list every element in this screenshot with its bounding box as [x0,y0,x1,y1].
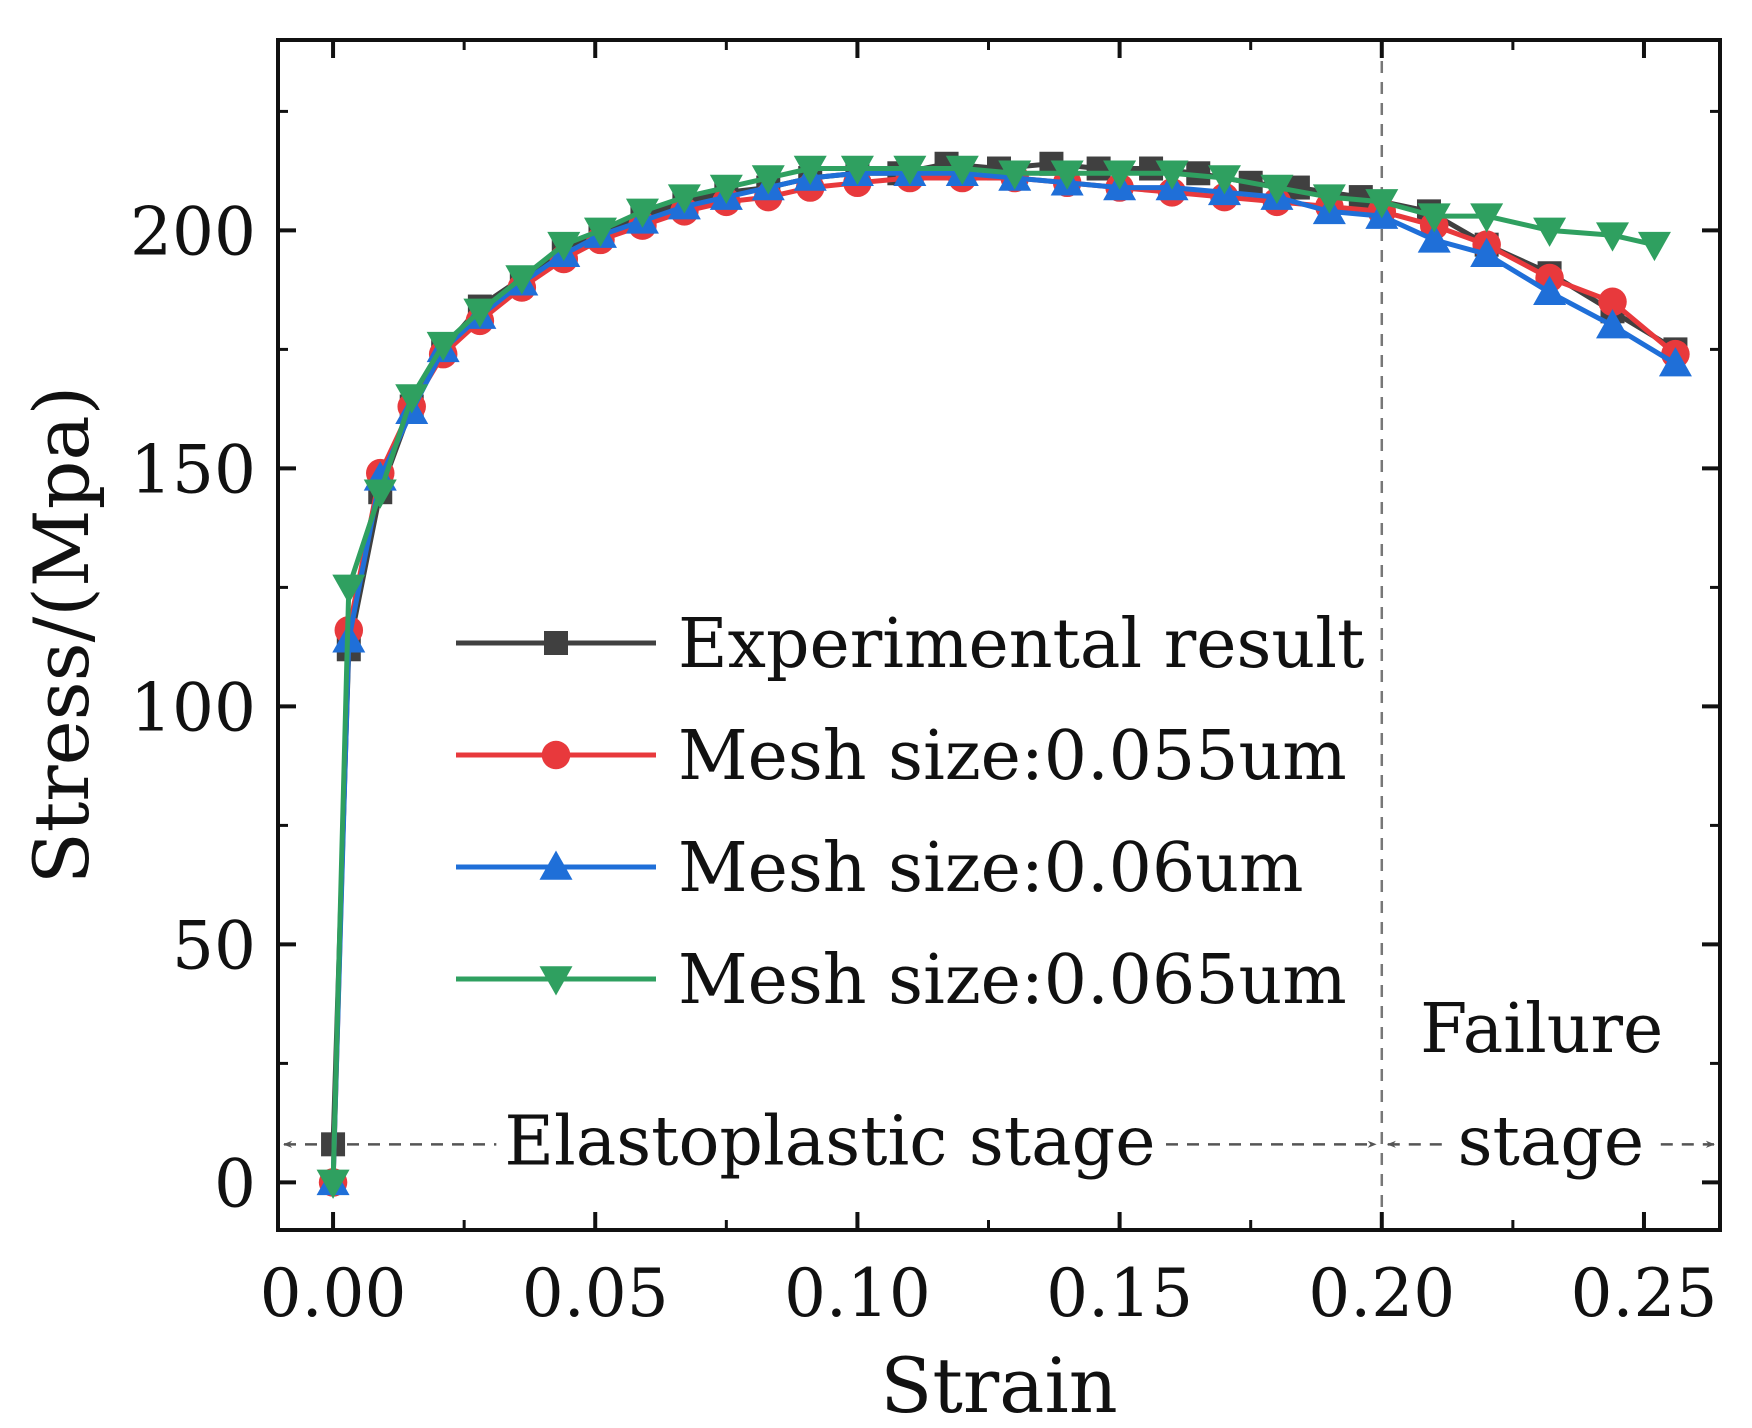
data-point-1-28 [1598,287,1627,317]
data-point-3-22 [1260,174,1294,205]
annotation-label-1: Failure [1420,990,1663,1069]
data-point-3-23 [1312,184,1346,214]
data-point-0-20 [1139,156,1164,181]
data-point-3-2 [363,479,397,509]
legend-marker-3 [539,966,573,996]
x-tick-label-2: 0.10 [784,1255,931,1332]
annotation-label-2: stage [1458,1102,1645,1181]
x-tick-label-5: 0.25 [1570,1255,1717,1332]
plot-frame [276,38,1722,1232]
data-point-3-10 [667,184,701,214]
series-layer [316,151,1692,1199]
legend-label-2: Mesh size:0.06um [678,829,1303,908]
x-tick-label-3: 0.15 [1046,1255,1193,1332]
data-point-3-20 [1155,160,1189,190]
data-point-3-26 [1470,203,1504,233]
data-point-3-16 [945,155,979,186]
data-point-3-12 [751,165,785,195]
annotation-bg-0 [496,1114,1164,1175]
y-tick-label-0: 0 [214,1145,256,1222]
data-point-2-26 [1470,237,1504,267]
data-point-0-19 [1086,156,1111,181]
data-point-3-29 [1637,231,1671,262]
y-tick-label-3: 150 [130,431,256,508]
y-tick-label-2: 100 [130,669,256,746]
data-point-3-19 [1103,160,1137,190]
x-tick-label-4: 0.20 [1308,1255,1455,1332]
legend: Experimental result Mesh size:0.055um Mesh… [456,605,1364,1020]
data-point-3-28 [1596,222,1630,252]
legend-marker-2 [539,850,573,880]
data-point-3-1 [332,574,366,604]
legend-label-1: Mesh size:0.055um [678,717,1347,796]
legend-label-3: Mesh size:0.065um [678,941,1347,1020]
data-point-3-15 [893,155,927,186]
data-point-3-0 [316,1169,350,1199]
data-point-2-29 [1658,347,1692,377]
data-point-3-17 [998,160,1032,190]
data-point-3-24 [1365,189,1399,219]
data-point-2-28 [1596,309,1630,339]
axes-layer: 0.00 0.05 0.10 0.15 0.20 0.25 0 50 100 150 200 Stra… [17,38,1722,1428]
y-axis-title: Stress/(Mpa) [17,386,106,885]
annotation-layer: Elastoplastic stage Failure stage [283,40,1715,1230]
y-tick-label-4: 200 [130,193,256,270]
data-point-3-4 [426,331,460,362]
legend-marker-1 [541,740,571,770]
x-tick-label-1: 0.05 [522,1255,669,1332]
x-axis-title: Strain [880,1341,1118,1428]
data-point-3-14 [840,155,874,186]
data-point-3-27 [1533,217,1567,247]
data-point-3-21 [1207,165,1241,195]
annotation-label-0: Elastoplastic stage [504,1102,1155,1181]
y-tick-label-1: 50 [172,907,256,984]
annotation-bg-2 [1449,1114,1653,1175]
data-point-3-25 [1417,203,1451,233]
data-point-3-18 [1050,160,1084,190]
data-point-3-8 [583,217,617,247]
data-point-3-11 [709,174,743,205]
series-3 [316,155,1671,1199]
legend-label-0: Experimental result [678,605,1364,684]
data-point-3-7 [547,231,581,262]
data-point-3-5 [463,298,497,328]
data-point-3-9 [625,198,659,228]
data-point-3-13 [793,155,827,186]
x-tick-label-0: 0.00 [260,1255,407,1332]
data-point-3-6 [505,265,539,295]
data-point-2-25 [1417,223,1451,253]
legend-marker-0 [544,631,568,655]
data-point-2-27 [1533,275,1567,306]
data-point-3-3 [395,384,429,414]
